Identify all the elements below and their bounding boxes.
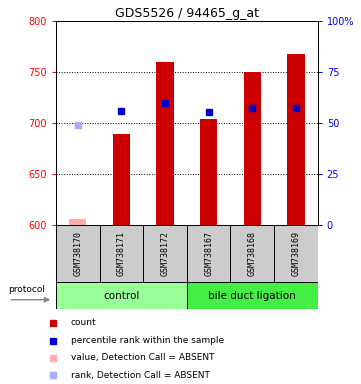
Bar [200, 119, 217, 225]
Bar [230, 225, 274, 282]
Text: protocol: protocol [8, 285, 45, 294]
Bar [56, 225, 100, 282]
Bar [100, 225, 143, 282]
Text: control: control [103, 291, 140, 301]
Text: rank, Detection Call = ABSENT: rank, Detection Call = ABSENT [71, 371, 209, 379]
Bar [56, 282, 187, 309]
Text: GSM738168: GSM738168 [248, 231, 257, 276]
Bar [156, 62, 174, 225]
Bar [113, 134, 130, 225]
Text: value, Detection Call = ABSENT: value, Detection Call = ABSENT [71, 353, 214, 362]
Text: GSM738170: GSM738170 [73, 231, 82, 276]
Bar [244, 72, 261, 225]
Bar [187, 225, 230, 282]
Text: percentile rank within the sample: percentile rank within the sample [71, 336, 224, 345]
Title: GDS5526 / 94465_g_at: GDS5526 / 94465_g_at [115, 7, 259, 20]
Bar [69, 218, 87, 225]
Text: count: count [71, 318, 96, 327]
Text: GSM738169: GSM738169 [291, 231, 300, 276]
Text: GSM738167: GSM738167 [204, 231, 213, 276]
Text: GSM738172: GSM738172 [161, 231, 170, 276]
Text: GSM738171: GSM738171 [117, 231, 126, 276]
Bar [187, 282, 318, 309]
Bar [274, 225, 318, 282]
Text: bile duct ligation: bile duct ligation [208, 291, 296, 301]
Bar [143, 225, 187, 282]
Bar [287, 54, 305, 225]
